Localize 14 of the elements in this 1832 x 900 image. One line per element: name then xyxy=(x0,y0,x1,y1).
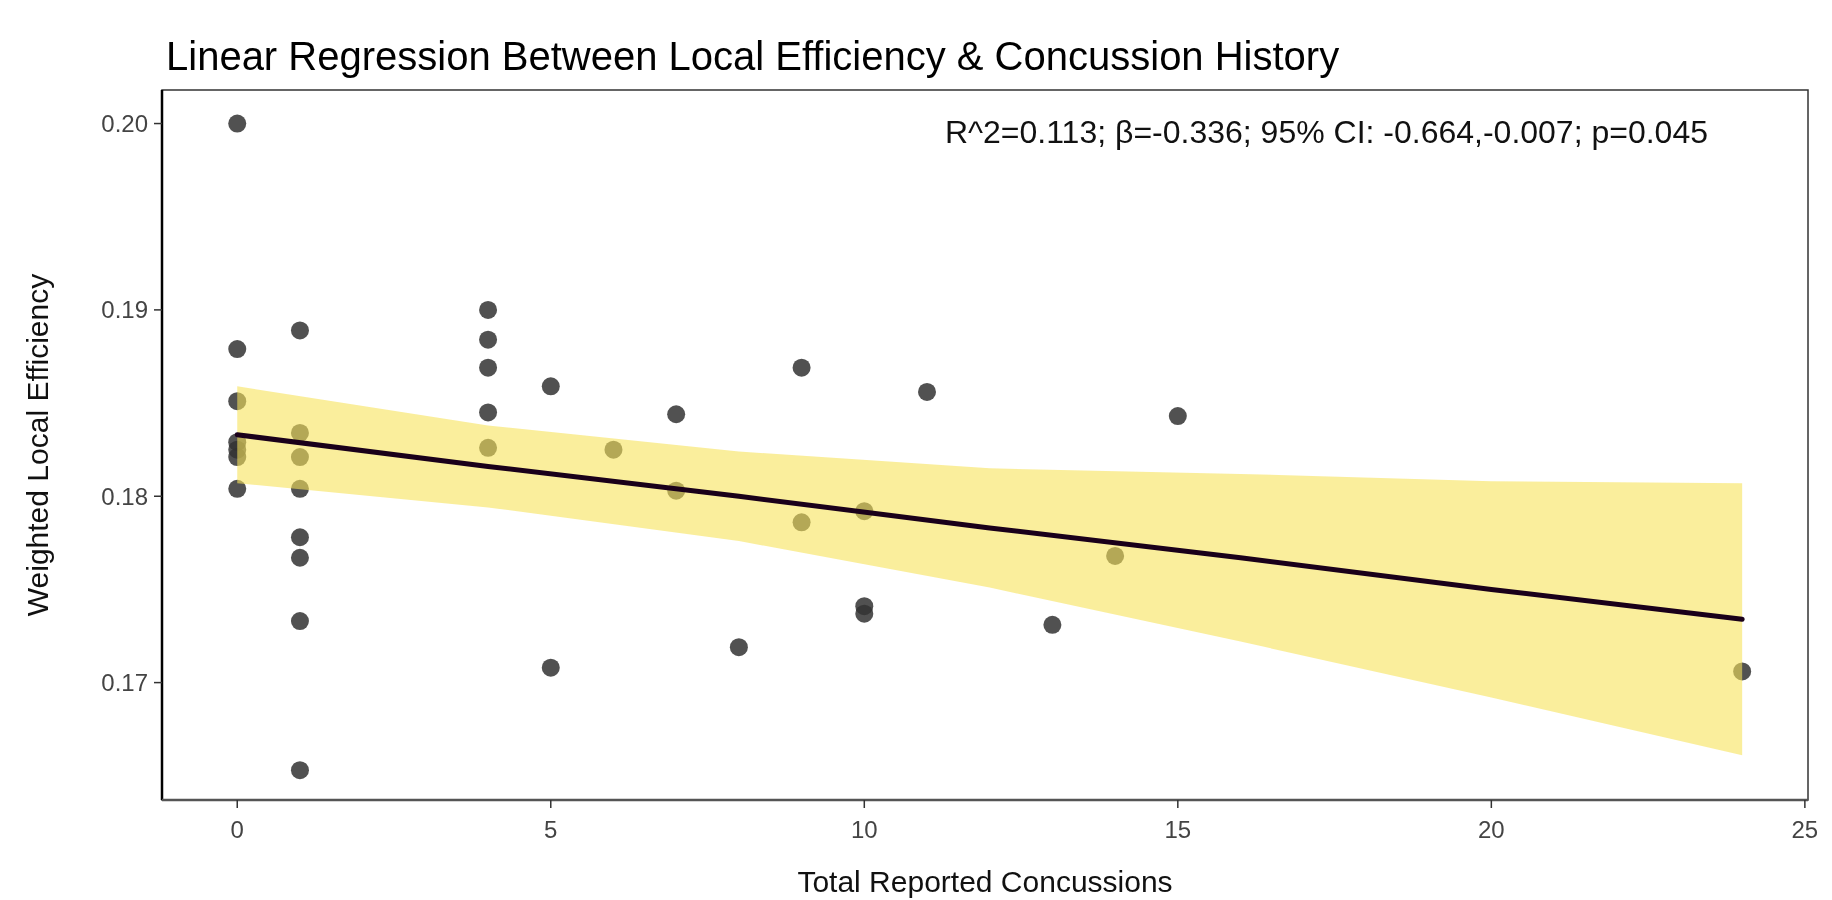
y-axis-title: Weighted Local Efficiency xyxy=(21,273,54,617)
x-axis-title: Total Reported Concussions xyxy=(797,865,1173,898)
y-tick-label: 0.17 xyxy=(101,669,148,696)
x-tick-label: 5 xyxy=(544,816,558,843)
x-tick-label: 25 xyxy=(1791,816,1819,843)
x-tick-label: 15 xyxy=(1164,816,1192,843)
x-tick-label: 20 xyxy=(1477,816,1505,843)
x-tick-label: 0 xyxy=(230,816,244,843)
x-tick-label: 10 xyxy=(850,816,878,843)
annotation: R^2=0.113; β=-0.336; 95% CI: -0.664,-0.007; p=0.045 xyxy=(944,114,1708,150)
y-tick-label: 0.20 xyxy=(101,109,148,137)
y-tick-label: 0.18 xyxy=(101,482,148,510)
y-tick-label: 0.19 xyxy=(101,296,148,324)
chart-title: Linear Regression Between Local Efficiency & Concussion History xyxy=(166,34,1340,78)
